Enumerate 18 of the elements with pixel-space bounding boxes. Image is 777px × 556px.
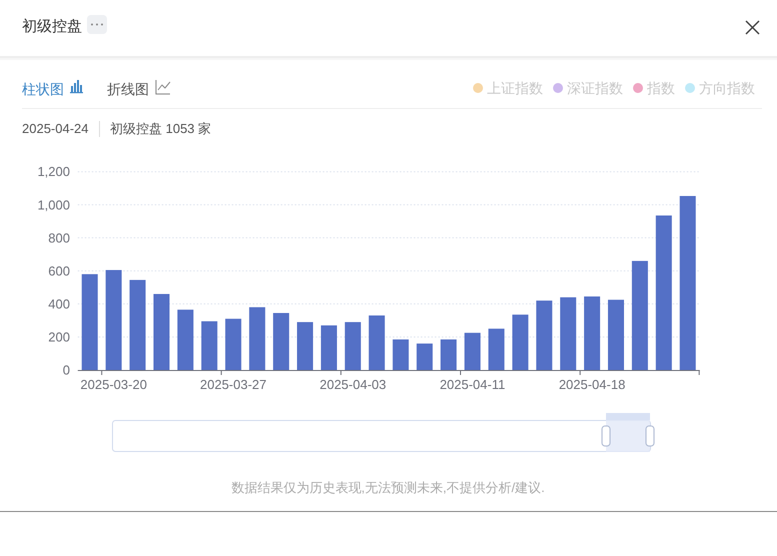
annotation: 2025-04-24 — [22, 121, 88, 136]
annotation: 柱状图 — [22, 81, 64, 97]
x-tick-label: 2025-04-18 — [558, 377, 626, 392]
annotation: 初级控盘 1053 家 — [110, 121, 212, 136]
y-tick-label: 1,200 — [37, 164, 70, 180]
y-tick-label: 400 — [48, 296, 70, 312]
y-tick-label: 1,000 — [37, 197, 70, 212]
y-tick-label: 0 — [62, 362, 70, 378]
y-tick-label: 600 — [48, 263, 70, 278]
annotation: 数据结果仅为历史表现,无法预测未来,不提供分析/建议. — [231, 480, 545, 495]
x-tick-label: 2025-04-11 — [440, 377, 506, 392]
x-tick-label: 2025-03-27 — [200, 377, 267, 392]
y-tick-label: 800 — [48, 230, 70, 246]
x-tick-label: 2025-03-20 — [80, 377, 147, 392]
title: 初级控盘 — [22, 18, 82, 35]
annotation: 折线图 — [107, 81, 149, 97]
y-tick-label: 200 — [48, 329, 70, 344]
x-tick-label: 2025-04-03 — [320, 377, 386, 392]
